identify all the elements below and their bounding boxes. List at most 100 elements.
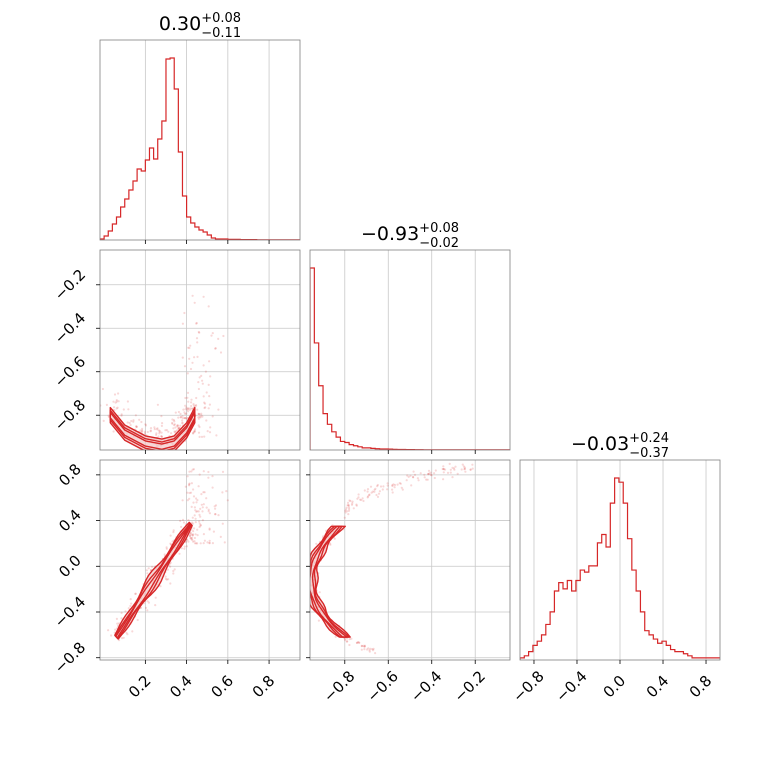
param-1-vs-param-3-scatter-point: [191, 536, 194, 539]
param-2-vs-param-3-scatter-point: [329, 543, 332, 546]
param-1-vs-param-3-scatter-point: [226, 499, 229, 502]
param-1-vs-param-2-scatter-point: [196, 355, 199, 358]
param-1-vs-param-3-scatter-point: [205, 506, 208, 509]
param-1-vs-param-2-scatter-point: [139, 429, 142, 432]
param-1-vs-param-3-scatter-point: [188, 483, 191, 486]
param-1-vs-param-3-scatter-point: [199, 515, 202, 518]
param-2-vs-param-3-scatter-point: [442, 465, 445, 468]
param-1-vs-param-3-scatter-point: [116, 622, 119, 625]
param-1-vs-param-3-scatter-point: [122, 636, 125, 639]
param-1-vs-param-2-scatter-point: [181, 421, 184, 424]
param-1-vs-param-2-scatter-point: [117, 400, 120, 403]
param-2-vs-param-3-scatter-point: [366, 490, 369, 493]
param-2-vs-param-3-scatter-point: [442, 471, 445, 474]
param-2-vs-param-3-scatter-point: [462, 465, 465, 468]
param-1-vs-param-3-scatter-point: [146, 600, 149, 603]
param-1-vs-param-3-scatter-point: [159, 585, 162, 588]
param-2-vs-param-3-scatter-point: [303, 576, 305, 578]
param-1-vs-param-3-scatter-point: [207, 508, 210, 511]
param-1-vs-param-2-scatter-point: [130, 419, 133, 423]
param-1-vs-param-2-scatter-point: [208, 403, 211, 406]
param-1-vs-param-3-scatter-point: [173, 568, 176, 571]
param-2-vs-param-3-frame: [309, 459, 511, 661]
param-2-vs-param-3-scatter-point: [363, 644, 366, 647]
param-1-vs-param-2-scatter-point: [144, 424, 148, 427]
param-1-vs-param-3-scatter-point: [171, 540, 174, 543]
param-2-vs-param-3-scatter-point: [446, 471, 450, 474]
param-1-vs-param-2-scatter-point: [134, 414, 137, 417]
param-1-vs-param-3-ytick-label: −0.4: [51, 593, 89, 631]
param-2-vs-param-3-scatter-point: [350, 637, 353, 640]
param-1-vs-param-3-scatter-point: [151, 565, 154, 568]
param-1-vs-param-3-scatter-point: [212, 530, 215, 533]
param-1-vs-param-2-scatter-point: [189, 407, 192, 410]
param-2-vs-param-3-scatter-point: [363, 489, 366, 492]
param-1-vs-param-2-scatter-point: [205, 391, 208, 394]
param-2-vs-param-3-scatter-point: [452, 467, 456, 470]
title-lower: −0.11: [201, 26, 241, 41]
param-1-vs-param-2-scatter-point: [184, 404, 187, 407]
param-2-vs-param-3-xtick-label: −0.2: [450, 667, 488, 705]
param-1-vs-param-2-scatter-point: [153, 428, 156, 431]
param-1-vs-param-2-scatter-point: [128, 421, 131, 425]
param-2-vs-param-3-scatter-point: [362, 499, 365, 503]
param-1-vs-param-3-scatter-point: [195, 510, 198, 513]
param-2-vs-param-3-scatter-point: [471, 463, 474, 466]
param-1-vs-param-2-scatter-point: [155, 433, 158, 436]
param-2-vs-param-3-scatter-point: [315, 542, 318, 545]
param-1-vs-param-3-scatter-point: [192, 495, 196, 498]
param-1-vs-param-2-scatter-point: [143, 430, 146, 433]
param-1-vs-param-2-scatter-point: [188, 408, 192, 411]
param-2-vs-param-3-scatter-point: [307, 577, 309, 579]
param-1-vs-param-2-scatter-point: [219, 351, 223, 354]
param-1-vs-param-3-scatter-point: [188, 491, 191, 495]
param-1-vs-param-3-scatter-point: [196, 528, 199, 531]
param-1-vs-param-2-scatter-point: [141, 430, 144, 433]
param-1-vs-param-3-scatter-point: [211, 475, 214, 478]
param-1-vs-param-2-scatter-point: [209, 426, 212, 429]
param-1-vs-param-2-scatter-point: [198, 331, 201, 334]
param-1-vs-param-2-scatter-point: [141, 429, 144, 432]
param-1-vs-param-2-scatter-point: [187, 346, 190, 349]
param-1-vs-param-3-scatter-point: [134, 592, 137, 595]
param-1-vs-param-2-scatter-point: [203, 402, 207, 405]
param-2-vs-param-3-scatter-point: [372, 647, 375, 651]
param-1-vs-param-2-scatter-point: [160, 435, 164, 438]
param-2-vs-param-3-scatter-point: [346, 510, 349, 513]
param-2-vs-param-3-scatter-point: [464, 470, 467, 473]
param-1-vs-param-3-scatter-point: [198, 473, 201, 476]
param-1-vs-param-2-scatter-point: [186, 391, 190, 394]
param-1-vs-param-3-scatter-point: [172, 572, 175, 575]
param-1-vs-param-2-scatter-point: [199, 416, 202, 419]
param-1-vs-param-3-scatter-point: [221, 522, 224, 525]
param-1-vs-param-3-scatter-point: [179, 519, 182, 523]
param-1-vs-param-3-scatter-point: [183, 547, 186, 550]
frame-layer: [96, 39, 721, 664]
param-1-vs-param-3-scatter-point: [165, 547, 168, 550]
param-1-vs-param-3-scatter-point: [190, 538, 193, 541]
param-1-marginal-frame: [99, 39, 301, 241]
param-2-vs-param-3-scatter-point: [434, 469, 437, 472]
param-1-vs-param-2-scatter-point: [176, 424, 179, 427]
param-1-vs-param-2-scatter-point: [200, 412, 203, 415]
param-2-vs-param-3-contour: [310, 525, 350, 638]
param-2-vs-param-3-scatter-point: [379, 485, 383, 488]
param-2-marginal-title: −0.93+0.08 −0.02: [361, 221, 459, 251]
param-2-vs-param-3-xtick-label: −0.6: [363, 667, 401, 705]
param-1-vs-param-2-scatter-point: [156, 403, 159, 406]
param-1-vs-param-3-scatter-point: [145, 569, 148, 572]
param-1-vs-param-3-scatter-point: [188, 535, 191, 538]
param-2-vs-param-3-scatter-point: [360, 644, 363, 648]
param-2-vs-param-3-scatter-point: [469, 468, 472, 471]
param-1-vs-param-2-scatter-point: [160, 415, 163, 418]
param-1-vs-param-2-scatter-point: [182, 408, 185, 411]
param-2-vs-param-3-scatter-point: [307, 590, 309, 592]
title-value: 0.30: [159, 13, 201, 35]
param-1-vs-param-3-scatter-point: [189, 491, 193, 494]
param-1-vs-param-3-scatter-point: [167, 578, 170, 581]
param-2-vs-param-3-scatter-point: [410, 484, 413, 487]
param-1-vs-param-2-contour: [109, 409, 196, 450]
param-1-vs-param-3-scatter-point: [169, 565, 172, 568]
param-2-vs-param-3-scatter-point: [357, 493, 360, 496]
param-1-vs-param-2-scatter-point: [115, 407, 118, 410]
